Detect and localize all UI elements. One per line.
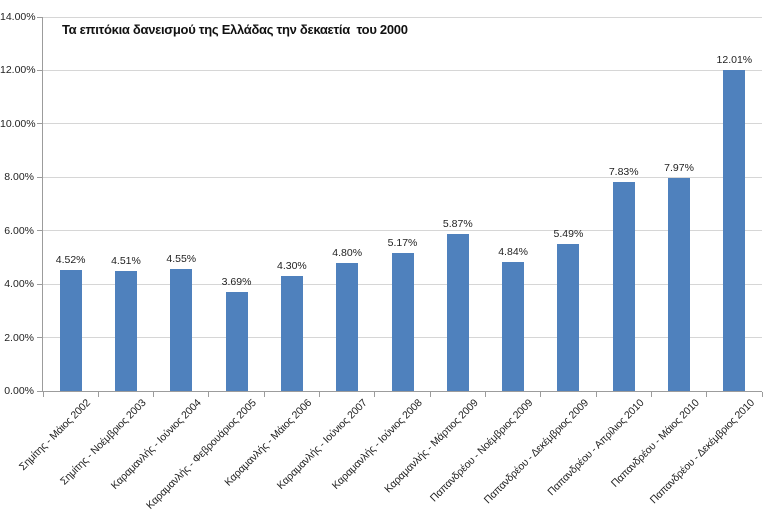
bar-value-label: 4.84% bbox=[498, 245, 528, 258]
x-category-label: Καραμανλής - Φεβρουάριος 2005 bbox=[144, 397, 260, 512]
x-category-label: Καραμανλής - Ιούνιος 2008 bbox=[330, 397, 425, 492]
y-tick-label: 6.00% bbox=[4, 224, 34, 237]
y-gridline bbox=[43, 230, 762, 232]
x-axis-tick bbox=[319, 392, 321, 397]
y-axis-tick bbox=[37, 123, 43, 125]
x-axis-tick bbox=[706, 392, 708, 397]
y-tick-label: 4.00% bbox=[4, 278, 34, 291]
x-axis-tick bbox=[97, 392, 99, 397]
x-category-label: Καραμανλής - Ιούνιος 2004 bbox=[108, 397, 204, 492]
y-gridline bbox=[43, 123, 762, 125]
bar bbox=[557, 244, 580, 391]
bar-value-label: 3.69% bbox=[221, 276, 252, 289]
bar bbox=[446, 234, 469, 391]
bar bbox=[391, 252, 414, 391]
bar bbox=[723, 70, 746, 391]
x-axis-tick bbox=[263, 392, 265, 397]
x-axis-tick bbox=[595, 392, 597, 397]
x-category-label: Παπανδρέου - Δεκέμβριος 2010 bbox=[647, 397, 757, 507]
y-axis-tick bbox=[37, 16, 43, 18]
bar-value-label: 4.55% bbox=[166, 253, 197, 266]
bar bbox=[612, 181, 635, 391]
bar bbox=[668, 178, 691, 391]
x-axis-tick bbox=[42, 392, 44, 397]
bar bbox=[114, 270, 137, 391]
x-axis-tick bbox=[484, 392, 486, 397]
y-tick-label: 12.00% bbox=[0, 64, 36, 77]
y-tick-label: 14.00% bbox=[0, 11, 36, 23]
chart-title: Τα επιτόκια δανεισμού της Ελλάδας την δε… bbox=[62, 22, 408, 37]
bar bbox=[280, 276, 303, 391]
bar-value-label: 4.80% bbox=[332, 246, 363, 259]
x-axis-line bbox=[43, 391, 762, 392]
y-axis-tick bbox=[37, 337, 43, 339]
x-axis-tick bbox=[153, 392, 155, 397]
y-axis-tick bbox=[37, 390, 43, 392]
bar-value-label: 5.17% bbox=[387, 236, 418, 249]
y-tick-label: 2.00% bbox=[4, 331, 34, 344]
y-tick-label: 10.00% bbox=[0, 117, 36, 130]
y-axis-tick bbox=[37, 69, 43, 71]
y-axis-tick bbox=[37, 230, 43, 232]
x-category-label: Παπανδρέου - Νοέμβριος 2009 bbox=[428, 397, 536, 505]
y-gridline bbox=[43, 16, 762, 18]
bar bbox=[225, 292, 248, 391]
y-tick-label: 8.00% bbox=[4, 171, 34, 184]
x-axis-tick bbox=[540, 392, 542, 397]
x-axis-tick bbox=[208, 392, 210, 397]
y-gridline bbox=[43, 69, 762, 71]
y-axis-tick bbox=[37, 176, 43, 178]
x-axis-tick bbox=[650, 392, 652, 397]
bar bbox=[170, 269, 193, 391]
y-axis-tick bbox=[37, 283, 43, 285]
x-category-label: Παπανδρέου - Απρίλιος 2010 bbox=[545, 397, 647, 499]
x-axis-tick bbox=[374, 392, 376, 397]
y-gridline bbox=[43, 176, 762, 178]
bar bbox=[336, 262, 359, 391]
x-axis-tick bbox=[761, 392, 763, 397]
bar-value-label: 7.97% bbox=[664, 162, 694, 175]
y-tick-label: 0.00% bbox=[4, 385, 34, 397]
bar bbox=[502, 261, 525, 391]
bar-value-label: 4.30% bbox=[276, 260, 307, 273]
x-category-label: Καραμανλής - Ιούνιος 2007 bbox=[274, 397, 370, 492]
y-axis-line bbox=[42, 17, 43, 391]
bar bbox=[59, 270, 82, 391]
bar-value-label: 4.51% bbox=[111, 254, 141, 267]
bar-value-label: 12.01% bbox=[716, 54, 753, 67]
x-category-label: Παπανδρέου - Δεκέμβριος 2009 bbox=[481, 397, 591, 507]
x-axis-tick bbox=[429, 392, 431, 397]
x-category-label: Καραμανλής - Μάρτιος 2009 bbox=[381, 397, 481, 496]
bar-value-label: 4.52% bbox=[55, 254, 86, 267]
bar-value-label: 7.83% bbox=[608, 165, 639, 178]
bar-value-label: 5.87% bbox=[442, 218, 473, 231]
bar-value-label: 5.49% bbox=[553, 228, 584, 241]
